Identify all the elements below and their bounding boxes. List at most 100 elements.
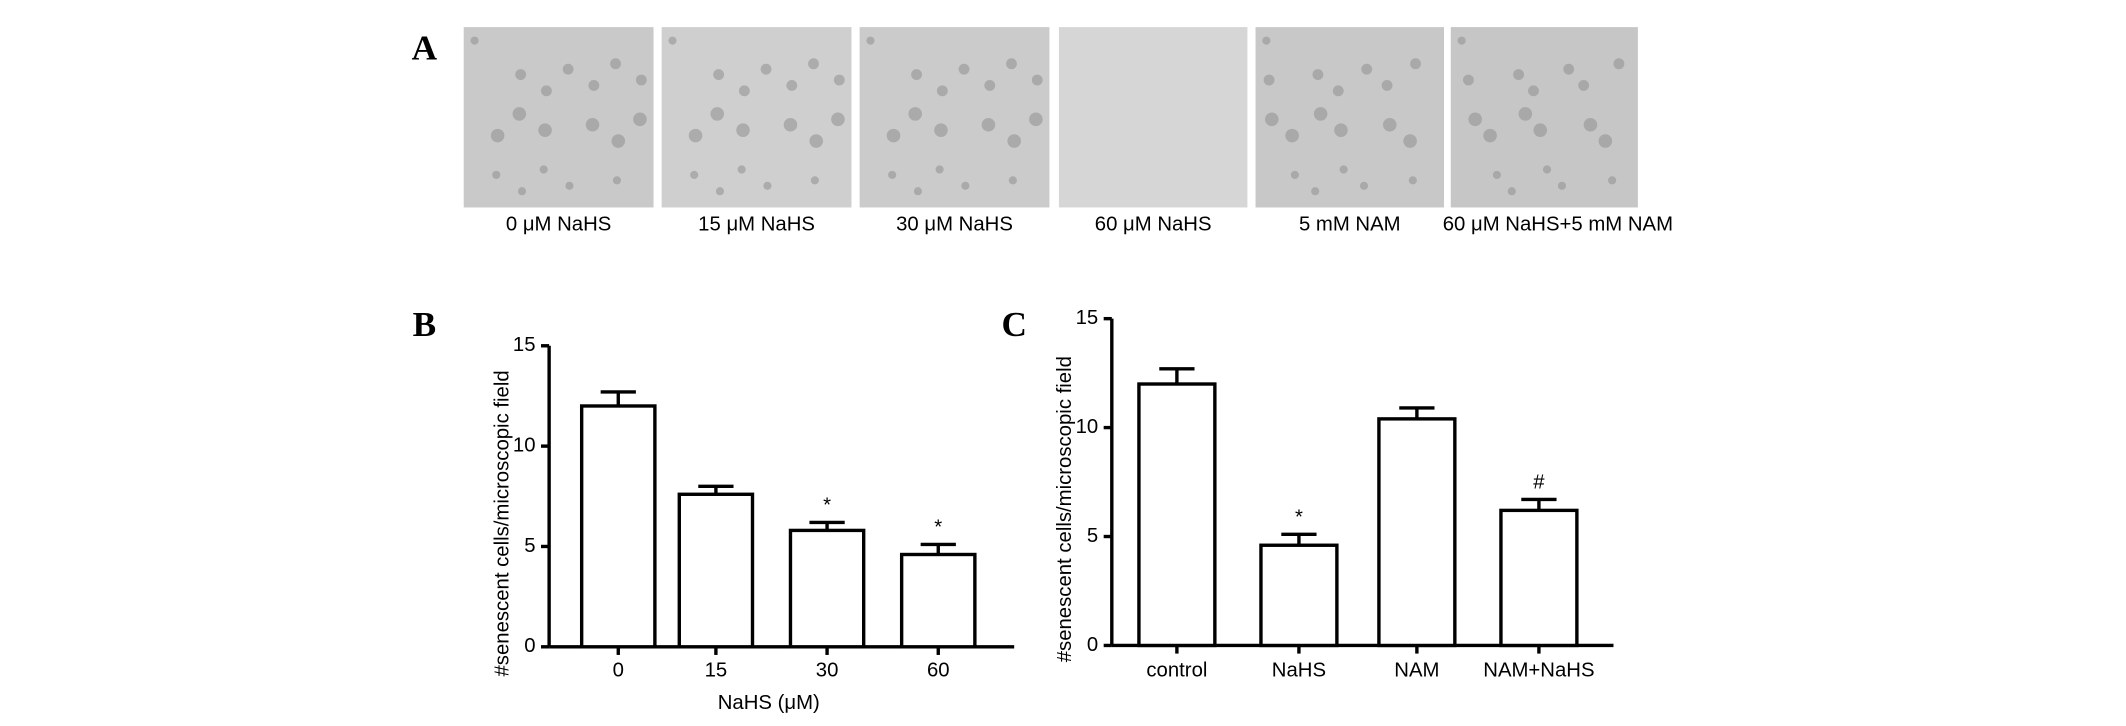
y-tick-label: 0: [524, 635, 535, 657]
x-tick-label: NaHS: [1272, 660, 1326, 682]
cell: [736, 123, 750, 137]
cell: [1311, 187, 1320, 196]
bar: [1377, 417, 1457, 648]
cell: [984, 80, 996, 91]
cell: [934, 123, 948, 137]
cell: [1542, 165, 1552, 174]
cell: [1528, 85, 1539, 97]
cell: [1408, 176, 1417, 185]
significance-label: #: [1533, 472, 1545, 494]
cell: [540, 85, 552, 97]
cell: [1359, 181, 1369, 190]
cell: [1007, 134, 1021, 148]
cell: [1312, 69, 1324, 81]
x-axis-label: NaHS (μM): [718, 692, 820, 714]
cell: [1557, 181, 1567, 190]
cell: [1598, 134, 1613, 148]
bar: [1259, 543, 1339, 648]
cell: [1513, 69, 1524, 81]
panel-label: C: [1001, 305, 1026, 344]
y-tick-label: 10: [513, 434, 536, 456]
cell: [935, 165, 944, 174]
cell: [1332, 85, 1344, 97]
cell: [688, 128, 703, 143]
bar: [579, 404, 657, 649]
cell: [715, 187, 725, 196]
cell: [1468, 112, 1482, 127]
y-tick-label: 10: [1076, 416, 1099, 438]
cell: [760, 63, 772, 75]
cell: [809, 134, 824, 148]
cell: [1410, 58, 1421, 70]
cell: [981, 117, 996, 132]
micrograph: [463, 27, 654, 208]
micrograph: [661, 27, 852, 208]
cell: [866, 36, 875, 45]
cell: [786, 80, 798, 91]
cell: [833, 74, 845, 86]
y-tick-label: 5: [524, 535, 535, 557]
cell: [1339, 165, 1348, 174]
cell: [831, 112, 845, 127]
x-tick-label: 0: [613, 660, 624, 682]
cell: [1462, 74, 1474, 86]
y-tick-label: 15: [1076, 307, 1099, 329]
cell: [713, 69, 725, 81]
significance-label: *: [934, 517, 942, 539]
image-caption: 0 μM NaHS: [506, 213, 611, 235]
cell: [763, 181, 772, 190]
cell: [490, 128, 505, 143]
bar: [1137, 382, 1217, 648]
panel-label: B: [413, 305, 437, 344]
cell: [1031, 74, 1043, 86]
cell: [1006, 58, 1017, 70]
cell: [539, 165, 548, 174]
cell: [1361, 63, 1373, 75]
cell: [668, 36, 677, 45]
cell: [958, 63, 970, 75]
cell: [588, 80, 600, 91]
cell: [1583, 117, 1598, 132]
cell: [492, 170, 501, 179]
image-caption: 30 μM NaHS: [896, 213, 1013, 235]
micrograph: [859, 27, 1050, 208]
cell: [810, 176, 819, 185]
cell: [470, 36, 479, 45]
x-tick-label: control: [1146, 660, 1207, 682]
cell: [611, 134, 626, 148]
x-tick-label: 15: [705, 660, 728, 682]
cell: [913, 187, 922, 196]
cell: [738, 85, 750, 97]
cell: [908, 107, 922, 121]
x-tick-label: 30: [816, 660, 839, 682]
cell: [1563, 63, 1575, 75]
micrograph: [1450, 27, 1638, 208]
cell: [612, 176, 621, 185]
image-caption: 5 mM NAM: [1299, 213, 1401, 235]
cell: [961, 181, 970, 190]
cell: [1290, 170, 1299, 179]
cell: [936, 85, 948, 97]
significance-label: *: [823, 494, 831, 516]
significance-label: *: [1295, 506, 1303, 528]
bar: [788, 528, 866, 649]
cell: [517, 187, 527, 196]
cell: [610, 58, 621, 70]
cell: [562, 63, 574, 75]
x-tick-label: NAM+NaHS: [1483, 660, 1594, 682]
cell: [1483, 128, 1497, 143]
cell: [585, 117, 600, 132]
cell: [1492, 170, 1501, 179]
cell: [1382, 117, 1397, 132]
cell: [1029, 112, 1043, 127]
cell: [512, 107, 527, 121]
cell: [911, 69, 922, 81]
cell: [1518, 107, 1533, 121]
cell: [538, 123, 552, 137]
cell: [565, 181, 574, 190]
image-caption: 60 μM NaHS+5 mM NAM: [1443, 213, 1673, 235]
cell: [1403, 134, 1417, 148]
cell: [1507, 187, 1516, 196]
cell: [783, 117, 798, 132]
